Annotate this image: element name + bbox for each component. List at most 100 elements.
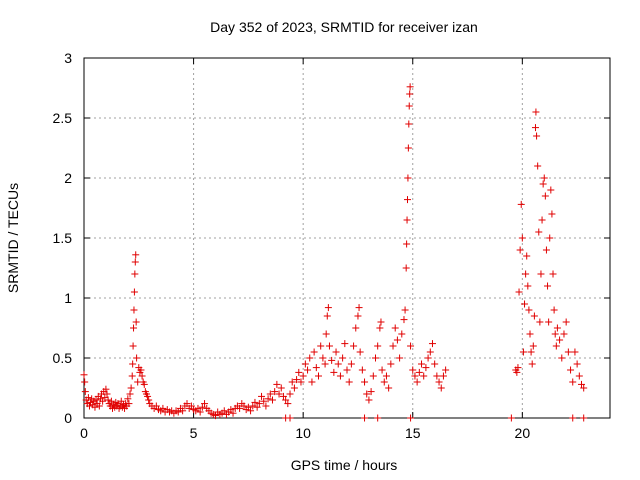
data-point <box>286 390 294 398</box>
data-point <box>198 403 206 411</box>
data-point <box>369 372 377 380</box>
data-point <box>284 400 292 408</box>
data-point <box>507 414 515 422</box>
data-point <box>102 385 110 393</box>
data-point <box>358 366 366 374</box>
data-point <box>404 174 412 182</box>
data-point <box>535 228 543 236</box>
y-tick-label: 0.5 <box>53 350 73 366</box>
data-point <box>403 196 411 204</box>
data-point <box>405 102 413 110</box>
data-point <box>128 372 136 380</box>
data-point <box>382 372 390 380</box>
y-tick-label: 1.5 <box>53 230 73 246</box>
data-point <box>530 312 538 320</box>
data-point <box>378 366 386 374</box>
data-point <box>131 270 139 278</box>
x-tick-label: 20 <box>515 425 531 441</box>
data-point <box>260 397 268 405</box>
data-point <box>92 396 100 404</box>
data-point <box>407 342 415 350</box>
data-point <box>324 304 332 312</box>
data-point <box>389 342 397 350</box>
data-point <box>183 400 191 408</box>
data-point <box>544 282 552 290</box>
data-point <box>406 90 414 98</box>
y-tick-label: 2 <box>64 170 72 186</box>
data-point <box>282 396 290 404</box>
data-point <box>138 372 146 380</box>
data-point <box>398 330 406 338</box>
data-point <box>352 324 360 332</box>
data-point <box>564 348 572 356</box>
data-point <box>439 372 447 380</box>
data-point <box>325 342 333 350</box>
data-point <box>354 312 362 320</box>
data-point <box>251 398 259 406</box>
data-point <box>194 404 202 412</box>
data-point <box>341 340 349 348</box>
data-point <box>422 364 430 372</box>
data-point <box>515 288 523 296</box>
data-point <box>521 300 529 308</box>
data-point <box>127 384 135 392</box>
data-point <box>517 200 525 208</box>
data-point <box>145 396 153 404</box>
data-point <box>552 342 560 350</box>
data-point <box>380 378 388 386</box>
data-point <box>404 144 412 152</box>
data-point <box>323 312 331 320</box>
data-point <box>402 264 410 272</box>
data-point <box>377 318 385 326</box>
data-point <box>275 390 283 398</box>
data-point <box>334 360 342 368</box>
data-point <box>522 270 530 278</box>
data-point <box>81 378 89 386</box>
data-point <box>332 348 340 356</box>
data-point <box>431 360 439 368</box>
data-point <box>546 234 554 242</box>
data-point <box>343 366 351 374</box>
data-point <box>551 330 559 338</box>
data-point <box>578 380 586 388</box>
data-point <box>393 336 401 344</box>
data-point <box>196 408 204 416</box>
data-point <box>133 354 141 362</box>
data-point <box>347 360 355 368</box>
data-point <box>258 392 266 400</box>
data-point <box>513 368 521 376</box>
data-point <box>288 378 296 386</box>
data-point <box>426 348 434 356</box>
y-axis-label: SRMTID / TECUs <box>5 183 21 293</box>
data-point <box>556 336 564 344</box>
data-point <box>84 394 92 402</box>
data-point <box>560 330 568 338</box>
data-point <box>407 414 415 422</box>
data-point <box>400 316 408 324</box>
data-point <box>286 414 294 422</box>
data-point <box>361 378 369 386</box>
data-point <box>319 354 327 362</box>
data-point <box>580 414 588 422</box>
data-point <box>569 378 577 386</box>
chart-title: Day 352 of 2023, SRMTID for receiver iza… <box>210 19 478 35</box>
data-point <box>152 402 160 410</box>
data-point <box>363 390 371 398</box>
data-point <box>548 210 556 218</box>
data-point <box>227 406 235 414</box>
data-point <box>273 380 281 388</box>
data-point <box>290 384 298 392</box>
data-point <box>279 392 287 400</box>
data-point <box>144 392 152 400</box>
data-point <box>569 414 577 422</box>
x-tick-label: 10 <box>295 425 311 441</box>
data-point <box>403 240 411 248</box>
y-tick-label: 0 <box>64 410 72 426</box>
data-point <box>406 83 414 91</box>
data-point <box>409 366 417 374</box>
y-tick-label: 3 <box>64 50 72 66</box>
data-point <box>525 306 533 314</box>
data-point <box>81 388 89 396</box>
y-tick-label: 2.5 <box>53 110 73 126</box>
data-point <box>132 251 140 259</box>
